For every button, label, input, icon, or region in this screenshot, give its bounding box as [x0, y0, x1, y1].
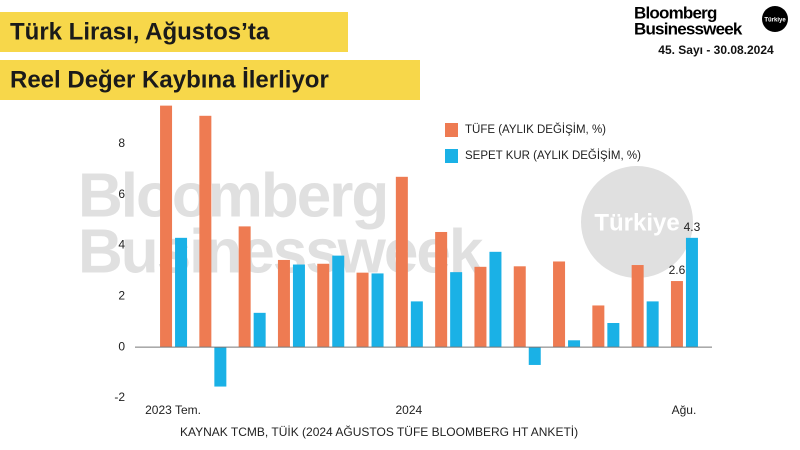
bar: [670, 281, 683, 348]
bar: [292, 264, 305, 348]
bar: [277, 259, 290, 348]
x-tick-label: 2023 Tem.: [145, 403, 201, 417]
y-tick-label: 0: [118, 339, 125, 353]
bar: [435, 231, 448, 348]
legend-swatch: [445, 123, 458, 137]
bar: [450, 272, 463, 348]
issue-date: 45. Sayı - 30.08.2024: [658, 43, 774, 57]
x-tick-label: 2024: [395, 403, 422, 417]
bar: [489, 251, 502, 348]
bar: [160, 105, 173, 348]
bar: [238, 226, 251, 348]
bar: [317, 263, 330, 348]
brand-circle: [762, 6, 788, 32]
brand-name: Businessweek: [634, 19, 743, 38]
y-tick-label: 2: [118, 288, 125, 302]
brand-name: Bloomberg: [634, 3, 717, 22]
watermark-text: Bloomberg: [78, 161, 387, 230]
bar: [513, 266, 526, 348]
bar: [592, 305, 605, 348]
legend-label: TÜFE (AYLIK DEĞİŞİM, %): [465, 123, 606, 136]
y-tick-label: 6: [118, 187, 125, 201]
bar: [395, 176, 408, 348]
source: KAYNAK TCMB, TÜİK (2024 AĞUSTOS TÜFE BLO…: [180, 424, 578, 439]
legend-swatch: [445, 149, 458, 163]
bar: [553, 261, 566, 348]
bar: [528, 347, 541, 365]
bar: [646, 301, 659, 348]
legend-label: SEPET KUR (AYLIK DEĞİŞİM, %): [465, 149, 641, 162]
bar: [410, 301, 423, 348]
chart-title: Türk Lirası, Ağustos’ta: [10, 18, 270, 45]
data-label: 4.3: [684, 220, 701, 234]
title-highlight: [0, 60, 420, 100]
y-tick-label: -2: [114, 390, 125, 404]
bar: [631, 265, 644, 348]
watermark: Bloomberg Businessweek Türkiye: [78, 161, 693, 286]
chart-title: Reel Değer Kaybına İlerliyor: [10, 66, 329, 93]
title-highlight: [0, 12, 348, 52]
bar: [175, 237, 188, 348]
bar: [199, 115, 212, 348]
bar: [685, 237, 698, 348]
plot: -2 0 2 4 6 8 2.6 4.3 2023 Tem. 2024 Ağu. TÜFE (AYLI…: [114, 105, 712, 417]
watermark-circle: [581, 166, 693, 278]
bar: [607, 323, 620, 348]
bar: [253, 312, 266, 348]
x-tick-label: Ağu.: [672, 403, 697, 417]
bar: [568, 340, 581, 348]
bar: [371, 273, 384, 348]
bar: [214, 347, 227, 387]
bar: [474, 266, 487, 348]
bar: [332, 255, 345, 348]
bar: [356, 272, 369, 348]
data-label: 2.6: [669, 263, 686, 277]
watermark-edition: Türkiye: [594, 209, 679, 236]
brand-edition: Türkiye: [764, 18, 786, 24]
y-tick-label: 4: [118, 238, 125, 252]
y-tick-label: 8: [118, 136, 125, 150]
